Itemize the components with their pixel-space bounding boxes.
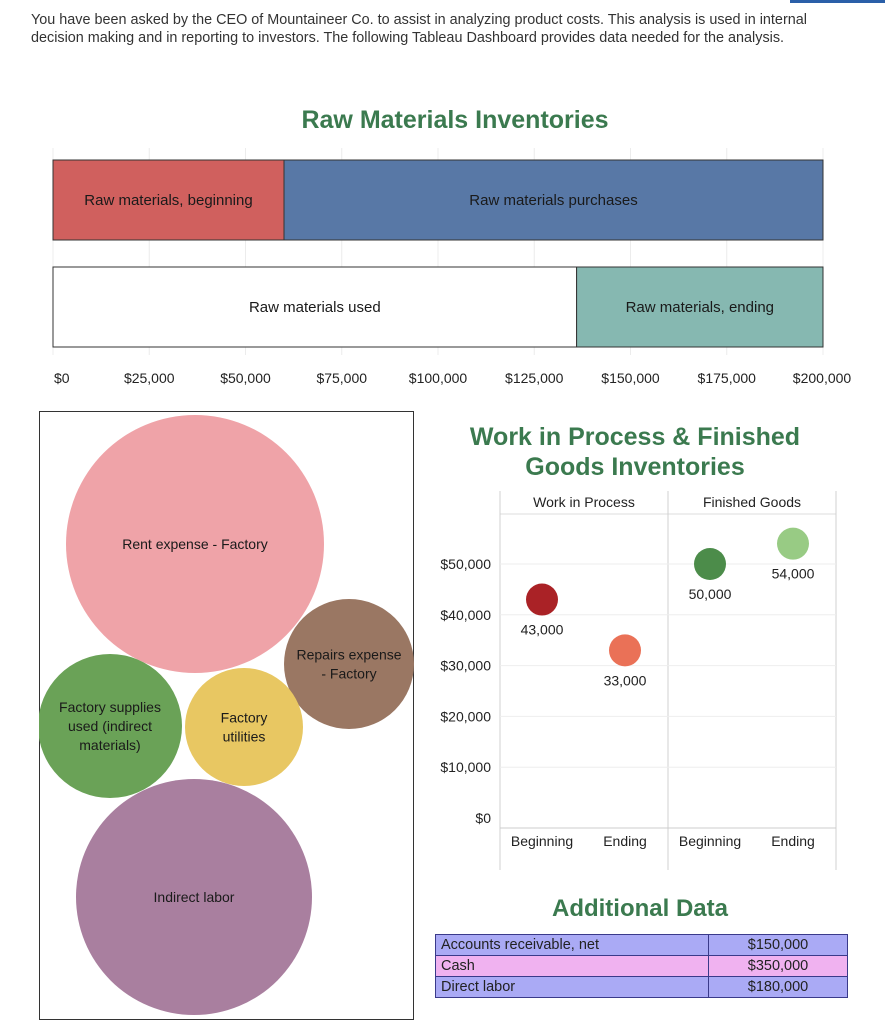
x-tick-label: $25,000 bbox=[124, 370, 175, 386]
raw-materials-title: Raw Materials Inventories bbox=[301, 106, 609, 134]
bubble-label: Indirect labor bbox=[154, 889, 235, 905]
y-tick-label: $10,000 bbox=[440, 759, 491, 775]
intro-text: You have been asked by the CEO of Mounta… bbox=[31, 12, 807, 46]
wip-fg-title-line-2: Goods Inventories bbox=[525, 453, 745, 481]
raw-materials-chart: $0 $25,000 $50,000 $75,000 $100,000 $125,000 $… bbox=[52, 148, 852, 386]
bubble-label: Repairs expense bbox=[296, 647, 401, 663]
x-tick-label: $50,000 bbox=[220, 370, 271, 386]
bar-segment-label: Raw materials used bbox=[249, 299, 381, 316]
wip-fg-title-line-1: Work in Process & Finished bbox=[469, 423, 801, 451]
data-label: 54,000 bbox=[772, 566, 815, 582]
y-tick-label: $30,000 bbox=[440, 658, 491, 674]
panel-header: Finished Goods bbox=[703, 494, 801, 510]
additional-data-title: Additional Data bbox=[551, 895, 728, 922]
y-tick-label: $50,000 bbox=[440, 556, 491, 572]
x-tick-label: $100,000 bbox=[409, 370, 468, 386]
x-tick-label: Beginning bbox=[511, 833, 573, 849]
x-tick-label: $0 bbox=[54, 370, 70, 386]
x-tick-label: Beginning bbox=[679, 833, 741, 849]
row-label: Cash bbox=[435, 955, 709, 977]
data-label: 43,000 bbox=[521, 622, 564, 638]
panel-header: Work in Process bbox=[533, 494, 635, 510]
bar-segment-label: Raw materials, beginning bbox=[84, 192, 252, 209]
data-label: 50,000 bbox=[689, 586, 732, 602]
bubble-label: - Factory bbox=[321, 666, 376, 682]
wip-fg-scatter-chart: Work in Process Finished Goods $0 $10,000 $2… bbox=[440, 491, 837, 870]
y-tick-label: $40,000 bbox=[440, 607, 491, 623]
x-tick-label: $200,000 bbox=[793, 370, 852, 386]
scatter-point bbox=[694, 548, 726, 580]
additional-data-table: Accounts receivable, net $150,000 Cash $… bbox=[435, 934, 848, 998]
x-tick-label: $125,000 bbox=[505, 370, 564, 386]
bar-segment bbox=[52, 266, 578, 348]
x-tick-label: $150,000 bbox=[601, 370, 660, 386]
bar-segment-label: Raw materials, ending bbox=[626, 299, 774, 316]
row-label: Direct labor bbox=[435, 976, 709, 998]
scatter-point bbox=[777, 527, 809, 560]
bubble-label: materials) bbox=[79, 737, 140, 753]
table-row: Accounts receivable, net $150,000 bbox=[435, 934, 848, 956]
bubble bbox=[39, 654, 182, 798]
bubble-label: Rent expense - Factory bbox=[122, 536, 268, 552]
x-tick-label: $75,000 bbox=[316, 370, 367, 386]
bubble bbox=[76, 779, 312, 1015]
bubble bbox=[284, 599, 414, 729]
row-value: $350,000 bbox=[708, 955, 848, 977]
table-row: Cash $350,000 bbox=[435, 955, 848, 977]
y-tick-label: $0 bbox=[475, 810, 491, 826]
x-tick-label: Ending bbox=[603, 833, 647, 849]
bar-segment bbox=[283, 159, 824, 241]
bubble-label: Factory bbox=[221, 710, 268, 726]
row-value: $150,000 bbox=[708, 934, 848, 956]
row-value: $180,000 bbox=[708, 976, 848, 998]
overhead-bubble-chart: Rent expense - Factory Repairs expense - F… bbox=[39, 411, 414, 1020]
bubble-label: Factory supplies bbox=[59, 699, 161, 715]
x-tick-label: Ending bbox=[771, 833, 815, 849]
y-tick-label: $20,000 bbox=[440, 708, 491, 724]
bar-segment-label: Raw materials purchases bbox=[469, 192, 637, 209]
row-label: Accounts receivable, net bbox=[435, 934, 709, 956]
data-label: 33,000 bbox=[604, 672, 647, 688]
bar-segment bbox=[576, 266, 824, 348]
scatter-point bbox=[609, 634, 641, 667]
scatter-point bbox=[526, 583, 558, 616]
bubble-label: utilities bbox=[223, 729, 266, 745]
bubble bbox=[185, 668, 303, 786]
top-accent-bar bbox=[790, 0, 885, 3]
bubble-label: used (indirect bbox=[68, 718, 152, 734]
wip-fg-title: Work in Process & Finished Goods Invento… bbox=[435, 422, 835, 482]
table-row: Direct labor $180,000 bbox=[435, 976, 848, 998]
bubble bbox=[66, 415, 324, 673]
x-tick-label: $175,000 bbox=[698, 370, 757, 386]
